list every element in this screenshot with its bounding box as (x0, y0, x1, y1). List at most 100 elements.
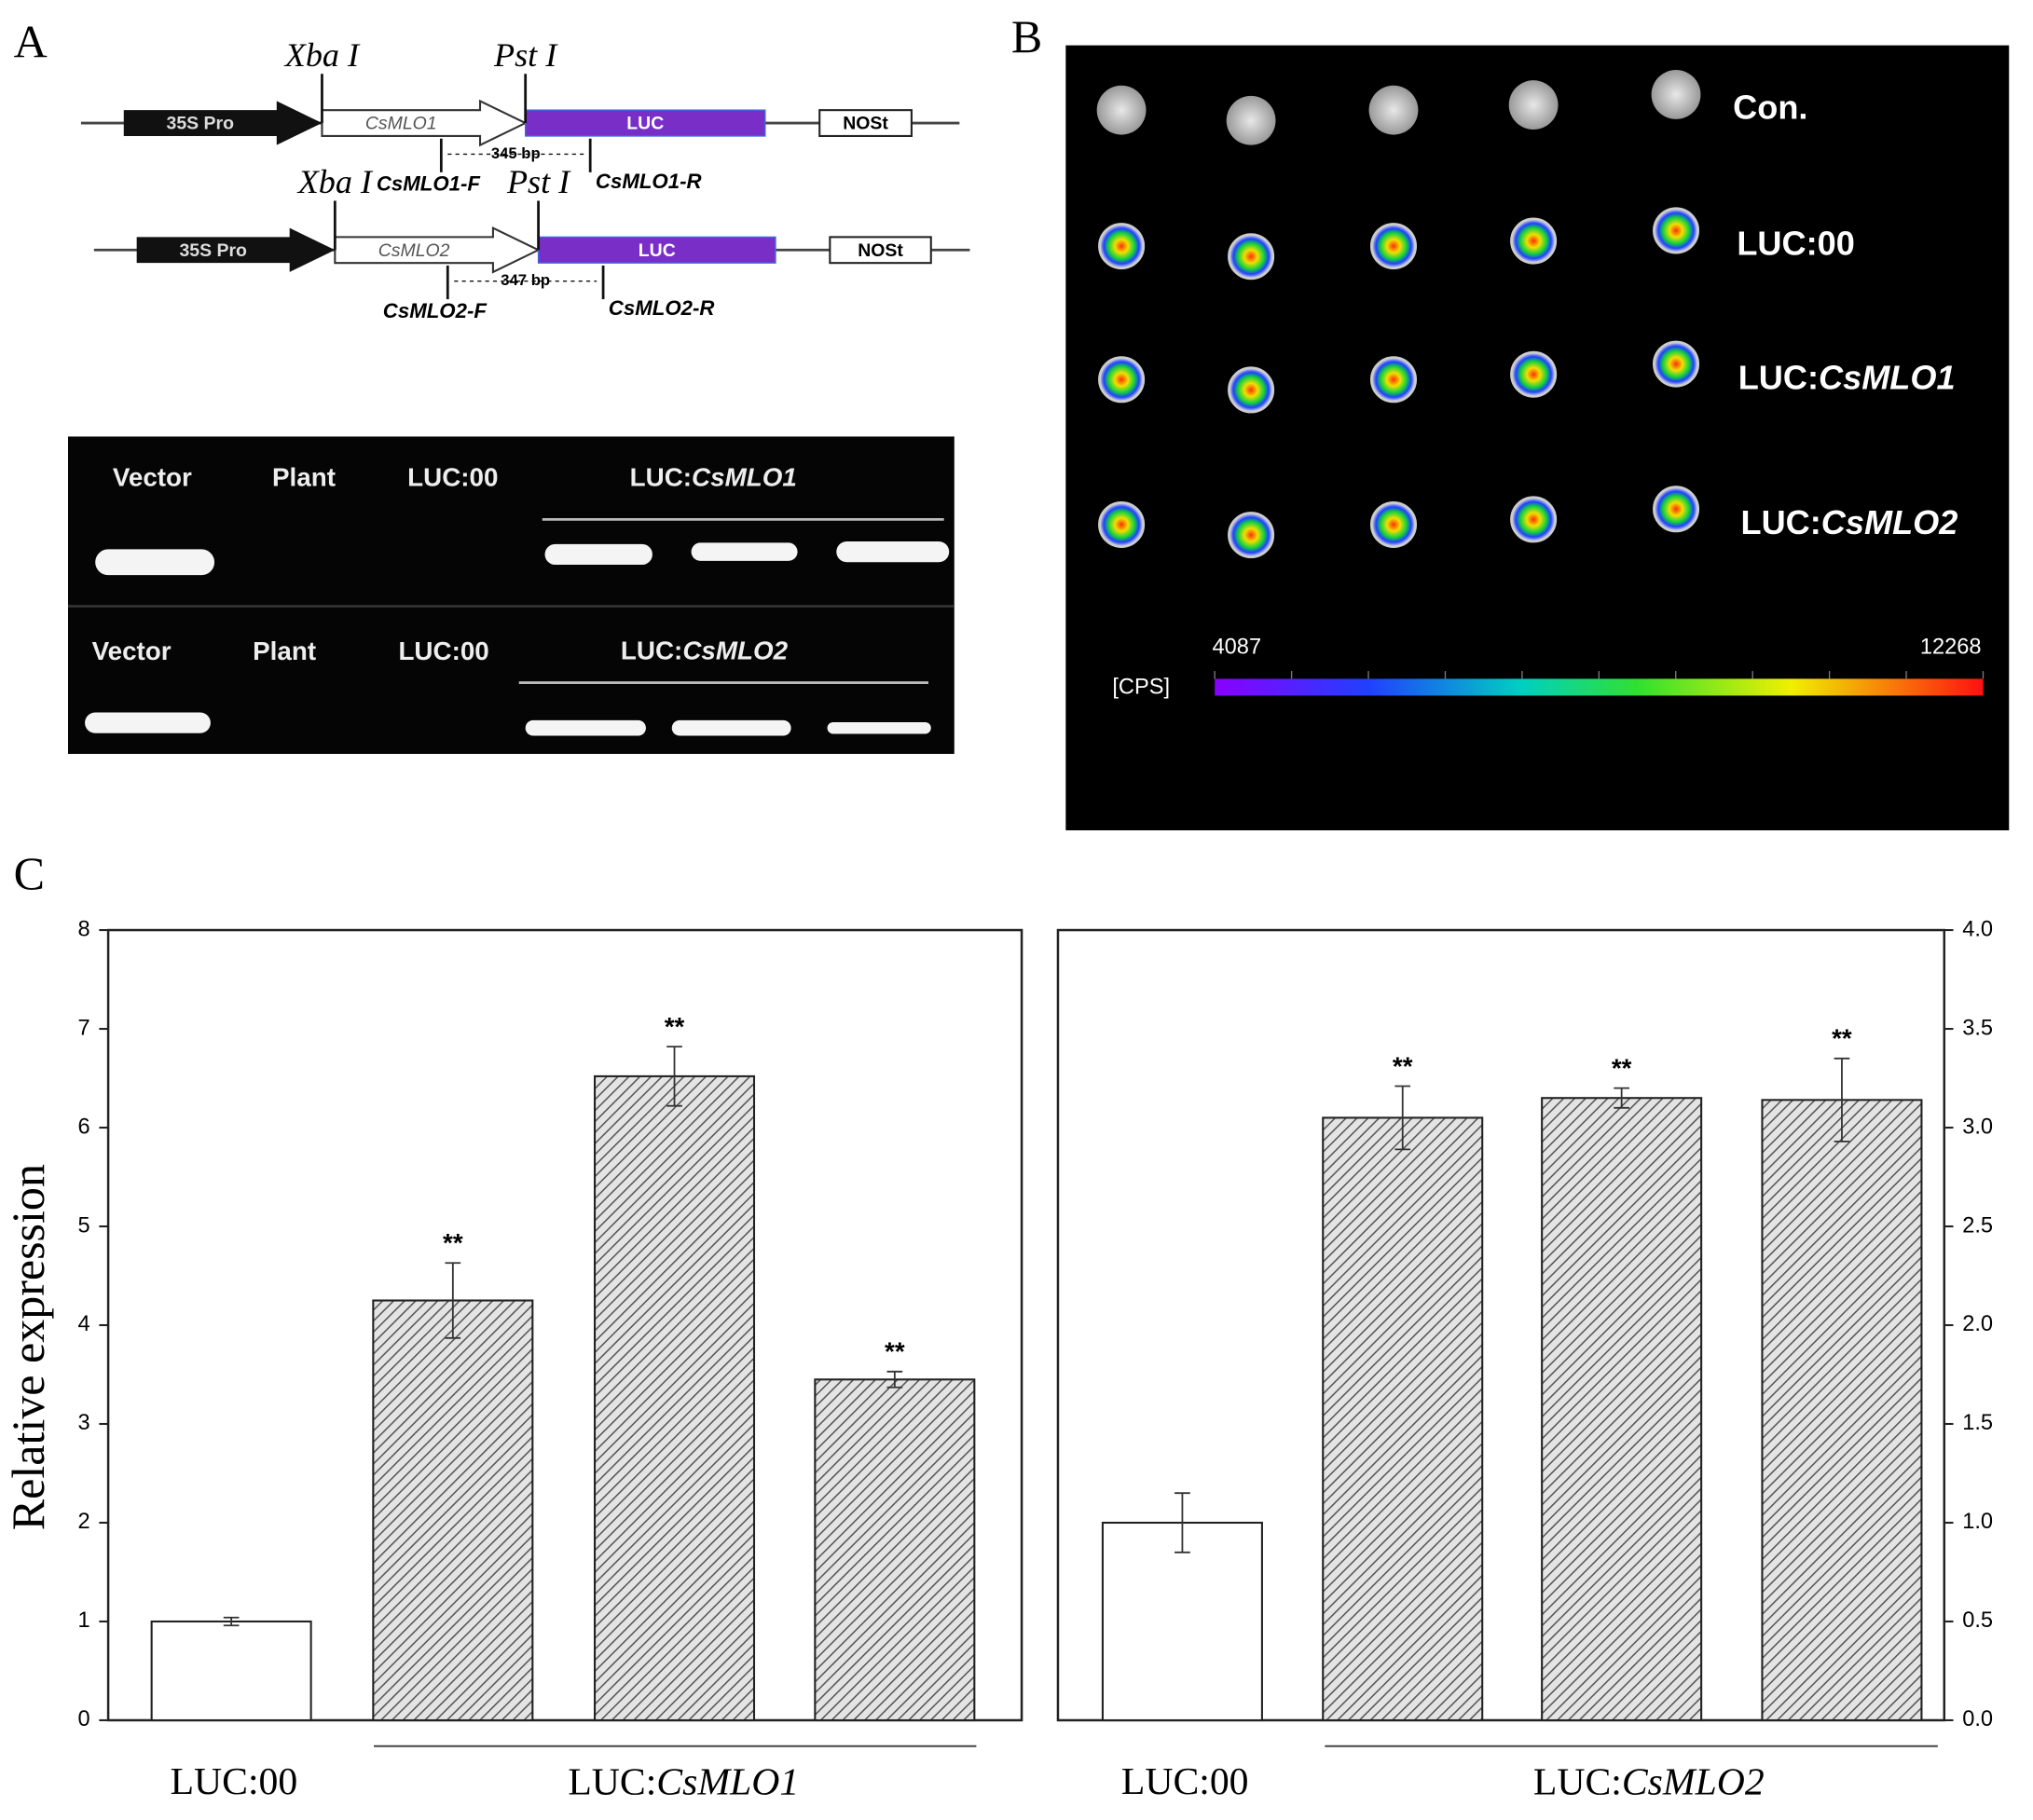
gel-band (85, 712, 211, 733)
panel-label: B (1011, 10, 1042, 62)
panel-label: A (14, 16, 48, 68)
label-gene: CsMLO1 (1819, 358, 1956, 396)
gel-band (525, 719, 646, 736)
label-prefix: LUC: (1741, 503, 1821, 541)
bar (372, 1299, 534, 1722)
gene-label: CsMLO1 (365, 114, 437, 134)
site-label: Xba I (296, 163, 374, 200)
leaf-disc (1653, 207, 1700, 254)
terminator-label: NOSt (843, 114, 888, 134)
primer-label: CsMLO1-R (596, 170, 702, 193)
lane-group-label: LUC:CsMLO1 (630, 463, 797, 492)
y-tick-label: 3.0 (1962, 1115, 1993, 1139)
y-tick-label: 1.5 (1962, 1411, 1993, 1435)
label-prefix: LUC: (621, 636, 682, 665)
leaf-disc (1368, 85, 1419, 135)
y-tick-label: 0 (77, 1707, 89, 1731)
gel-band (691, 542, 798, 561)
y-tick-label: 0.0 (1962, 1707, 1993, 1731)
significance: ** (885, 1337, 905, 1366)
label-gene: CsMLO2 (1821, 503, 1958, 541)
promoter-label: 35S Pro (179, 240, 247, 261)
row-label: LUC:00 (1737, 225, 1854, 263)
reporter-label: LUC (639, 240, 676, 261)
bar (814, 1378, 976, 1722)
leaf-disc (1510, 350, 1558, 398)
primer-label: CsMLO2-R (609, 296, 715, 320)
y-tick-label: 3 (77, 1411, 89, 1435)
label-prefix: LUC: (1738, 358, 1819, 396)
y-tick-label: 4 (77, 1312, 89, 1336)
lane-label: Vector (92, 636, 172, 665)
bar (1322, 1116, 1484, 1722)
leaf-disc (1510, 496, 1558, 543)
leaf-disc (1508, 80, 1559, 130)
row-label: LUC:CsMLO1 (1738, 358, 1956, 396)
y-tick-label: 2.0 (1962, 1312, 1993, 1336)
leaf-disc (1228, 233, 1275, 281)
leaf-disc (1369, 500, 1418, 548)
y-tick-label: 6 (77, 1115, 89, 1139)
leaf-disc (1510, 217, 1558, 265)
terminator-label: NOSt (858, 240, 903, 261)
gene-label: CsMLO2 (378, 240, 450, 261)
y-tick-label: 1 (77, 1608, 89, 1633)
y-tick-label: 1.0 (1962, 1510, 1993, 1534)
leaf-disc (1096, 85, 1147, 135)
promoter-label: 35S Pro (167, 114, 235, 134)
y-tick-label: 5 (77, 1213, 89, 1238)
gel-band (671, 719, 791, 736)
label-gene: CsMLO1 (656, 1760, 799, 1803)
y-axis-label: Relative expression (2, 1164, 54, 1530)
primer-label: CsMLO2-F (383, 299, 488, 322)
bar (150, 1620, 312, 1722)
gel-image (67, 436, 955, 755)
group-label: LUC:CsMLO2 (1533, 1760, 1765, 1803)
lane-label: Vector (113, 463, 192, 492)
site-label: Pst I (506, 163, 571, 200)
lane-label: LUC:00 (398, 636, 488, 665)
row-label: LUC:CsMLO2 (1741, 503, 1958, 541)
scale-min: 4087 (1213, 635, 1262, 659)
y-tick-label: 2.5 (1962, 1213, 1993, 1238)
row-label: Con. (1733, 89, 1807, 127)
leaf-disc (1098, 356, 1146, 404)
label-gene: CsMLO2 (682, 636, 788, 665)
leaf-disc (1653, 486, 1700, 533)
y-tick-label: 3.5 (1962, 1016, 1993, 1040)
y-tick-label: 4.0 (1962, 917, 1993, 941)
leaf-disc (1228, 366, 1275, 414)
y-tick-label: 0.5 (1962, 1608, 1993, 1633)
reporter (537, 236, 776, 264)
bar (1101, 1521, 1263, 1722)
primer-label: CsMLO1-F (377, 172, 482, 196)
label-prefix: LUC: (630, 463, 692, 492)
y-tick-label: 7 (77, 1016, 89, 1040)
panel-label: C (14, 847, 45, 899)
imaging-panel (1065, 45, 2010, 831)
leaf-disc (1369, 356, 1418, 404)
leaf-disc (1228, 512, 1275, 559)
lane-label: LUC:00 (407, 463, 498, 492)
gel-band (827, 721, 931, 734)
significance: ** (443, 1228, 463, 1257)
site-label: Pst I (493, 36, 558, 74)
group-label: LUC:CsMLO1 (568, 1760, 799, 1803)
product-label: 347 bp (501, 271, 550, 289)
reporter (524, 109, 766, 137)
significance: ** (1832, 1024, 1852, 1053)
bar (1761, 1099, 1923, 1722)
label-gene: CsMLO1 (692, 463, 797, 492)
bar (1541, 1097, 1703, 1722)
promoter (136, 227, 336, 272)
reporter-label: LUC (626, 114, 664, 134)
lane-label: Plant (272, 463, 336, 492)
gene (334, 226, 541, 274)
lane-label: Plant (253, 636, 316, 665)
leaf-disc (1369, 223, 1418, 270)
y-tick-label: 8 (77, 917, 89, 941)
color-scale (1215, 678, 1984, 696)
leaf-disc (1651, 70, 1701, 119)
x-tick-label: LUC:00 (171, 1760, 298, 1803)
